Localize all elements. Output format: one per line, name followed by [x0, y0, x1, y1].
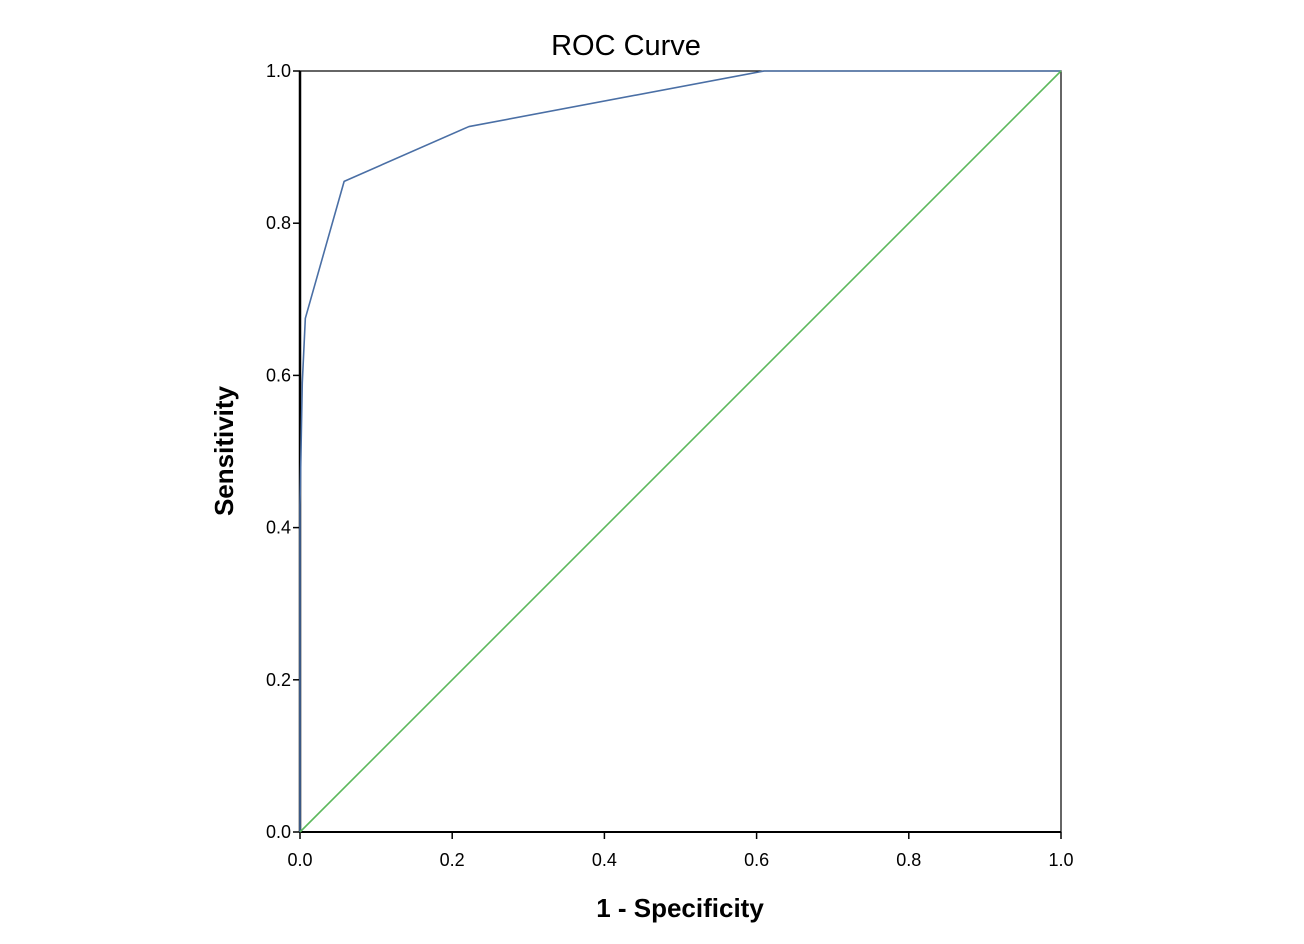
y-tick-label: 0.6 [266, 365, 291, 385]
x-tick-label: 0.8 [896, 850, 921, 870]
x-tick-label: 0.0 [287, 850, 312, 870]
x-axis-label: 1 - Specificity [596, 893, 764, 923]
x-tick-label: 0.4 [592, 850, 617, 870]
y-axis-label: Sensitivity [209, 385, 239, 516]
y-tick-label: 1.0 [266, 61, 291, 81]
y-tick-label: 0.8 [266, 213, 291, 233]
y-tick-label: 0.4 [266, 518, 291, 538]
x-tick-label: 0.2 [440, 850, 465, 870]
x-tick-label: 0.6 [744, 850, 769, 870]
y-tick-label: 0.0 [266, 822, 291, 842]
y-tick-label: 0.2 [266, 670, 291, 690]
reference-diagonal-line [299, 70, 1062, 833]
roc-curve-line [299, 70, 1061, 832]
x-tick-label: 1.0 [1048, 850, 1073, 870]
chart-title: ROC Curve [551, 30, 701, 62]
